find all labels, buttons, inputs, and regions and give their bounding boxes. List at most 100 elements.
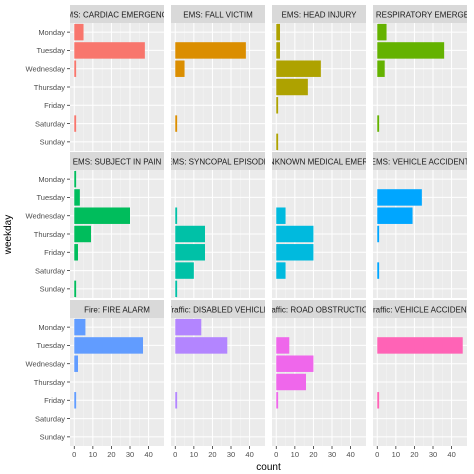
facet-strip [272, 300, 366, 318]
bar [276, 355, 314, 372]
y-tick-label: Wednesday [26, 212, 66, 221]
x-tick-label: 30 [126, 450, 134, 459]
y-tick-label: Saturday [35, 119, 65, 128]
x-tick-label: 10 [392, 450, 400, 459]
bar [74, 225, 91, 243]
bar [175, 318, 202, 336]
x-tick-label: 10 [291, 450, 299, 459]
bar [74, 60, 77, 77]
x-tick-label: 40 [144, 450, 152, 459]
bar [276, 207, 286, 224]
bar [74, 115, 77, 132]
x-tick-label: 0 [173, 450, 177, 459]
facet-strip [70, 300, 164, 318]
y-tick-label: Saturday [35, 414, 65, 423]
facet-strip-label: EMS: RESPIRATORY EMERGENCY [354, 11, 474, 20]
bar [175, 262, 194, 279]
y-tick-label: Tuesday [37, 46, 66, 55]
bar [175, 115, 178, 132]
facet-panel: EMS: RESPIRATORY EMERGENCY [354, 5, 474, 151]
bar [175, 207, 178, 224]
bar [377, 23, 387, 41]
x-tick-label: 30 [429, 450, 437, 459]
facet-strip-label: Fire: FIRE ALARM [84, 306, 150, 315]
y-tick-label: Friday [44, 248, 65, 257]
facet-strip [272, 5, 366, 23]
x-tick-label: 10 [89, 450, 97, 459]
bar [276, 244, 314, 261]
x-axis-title: count [256, 462, 281, 473]
bar [74, 355, 78, 372]
bar [175, 225, 205, 243]
y-tick-label: Sunday [40, 138, 66, 147]
bar [74, 337, 144, 354]
facet-strip-label: Traffic: DISABLED VEHICLE [167, 306, 269, 315]
x-tick-label: 0 [375, 450, 379, 459]
bar [74, 318, 86, 336]
bar [175, 392, 178, 409]
bar [276, 337, 290, 354]
facet-strip-label: EMS: HEAD INJURY [282, 11, 358, 20]
facet-strip [373, 5, 467, 23]
y-tick-label: Friday [44, 101, 65, 110]
x-tick-label: 20 [107, 450, 115, 459]
bar [276, 225, 314, 243]
y-tick-label: Sunday [40, 285, 66, 294]
bar [276, 262, 286, 279]
y-tick-label: Saturday [35, 266, 65, 275]
bar [377, 392, 380, 409]
bar [175, 280, 178, 298]
y-tick-label: Wednesday [26, 65, 66, 74]
bar [74, 244, 78, 261]
y-tick-label: Monday [38, 28, 65, 37]
y-tick-label: Tuesday [37, 341, 66, 350]
y-tick-label: Sunday [40, 433, 66, 442]
facet-strip-label: EMS: FALL VICTIM [183, 11, 253, 20]
facet-panel: Traffic: ROAD OBSTRUCTION 0 10 20 30 40 [264, 300, 374, 459]
bar [276, 97, 279, 114]
y-axis-title: weekday [3, 215, 14, 255]
bar [74, 392, 77, 409]
y-tick-label: Wednesday [26, 360, 66, 369]
bar [377, 207, 413, 224]
facet-strip [171, 152, 265, 170]
bar [377, 115, 380, 132]
y-tick-label: Thursday [34, 83, 66, 92]
facet-strip [373, 300, 467, 318]
facet-panel: EMS: SUBJECT IN PAIN Monday Tuesday Wednesd… [26, 152, 164, 298]
bar [276, 42, 280, 59]
y-tick-label: Monday [38, 175, 65, 184]
facet-panel: EMS: SYNCOPAL EPISODE [167, 152, 269, 298]
facet-strip-label: Traffic: VEHICLE ACCIDENT [368, 306, 471, 315]
bar [276, 373, 306, 391]
y-tick-label: Thursday [34, 378, 66, 387]
y-tick-label: Monday [38, 323, 65, 332]
facet-strip [171, 5, 265, 23]
bar [74, 23, 84, 41]
bar [276, 23, 280, 41]
facet-strip-label: EMS: SYNCOPAL EPISODE [167, 158, 269, 167]
x-tick-label: 30 [328, 450, 336, 459]
bar [74, 207, 131, 224]
bar [74, 280, 77, 298]
bar [276, 392, 279, 409]
bar [377, 337, 463, 354]
bar [74, 170, 77, 188]
x-tick-label: 30 [227, 450, 235, 459]
bar [74, 42, 145, 59]
facet-strip [272, 152, 366, 170]
facet-strip-label: Traffic: ROAD OBSTRUCTION [264, 306, 374, 315]
facet-strip [171, 300, 265, 318]
bar [74, 189, 80, 206]
facet-panel: EMS: VEHICLE ACCIDENT [373, 152, 467, 298]
facet-panel: Fire: FIRE ALARM 0 10 20 30 40 Monday Tuesday We… [26, 300, 164, 459]
x-tick-label: 40 [346, 450, 354, 459]
bar [175, 337, 228, 354]
bar [377, 189, 422, 206]
bar [377, 262, 380, 279]
bar [175, 42, 246, 59]
bar [276, 60, 321, 77]
bar [377, 225, 380, 243]
facet-panel: EMS: UNKNOWN MEDICAL EMERGENCY [272, 152, 366, 298]
bar [175, 60, 185, 77]
